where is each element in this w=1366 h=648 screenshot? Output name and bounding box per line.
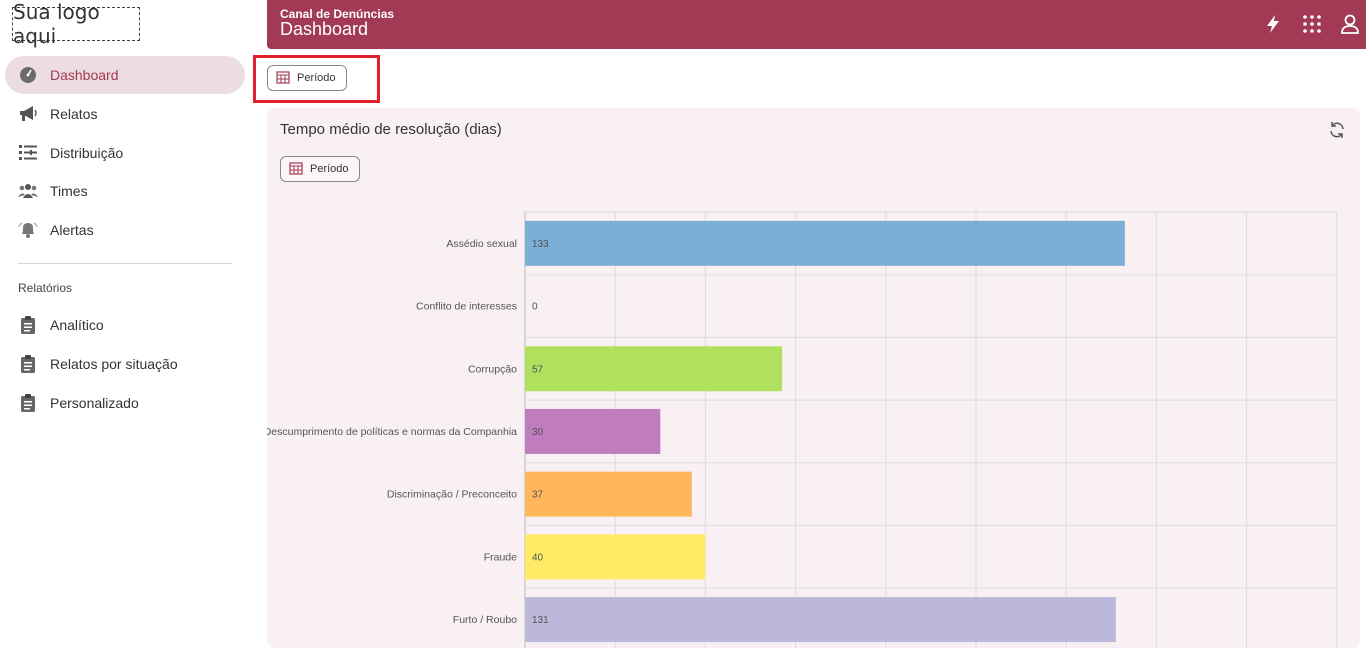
sidebar-item-label: Times <box>50 183 88 199</box>
lightning-icon[interactable] <box>1262 13 1284 35</box>
chart-card-title: Tempo médio de resolução (dias) <box>280 121 502 138</box>
app-subtitle: Canal de Denúncias <box>280 7 395 21</box>
chart-period-label: Período <box>310 163 349 175</box>
sidebar-item-label: Relatos <box>50 106 98 122</box>
calendar-icon <box>276 70 290 87</box>
bar <box>525 534 706 580</box>
sidebar-item-analitico[interactable]: Analítico <box>5 306 245 344</box>
data-label: 133 <box>532 239 549 250</box>
page-title: Dashboard <box>280 19 369 39</box>
sidebar-item-relatos[interactable]: Relatos <box>5 95 245 133</box>
sidebar-divider <box>18 263 232 264</box>
clipboard-icon <box>18 393 38 413</box>
sidebar-item-label: Dashboard <box>50 67 119 83</box>
highlight-box <box>253 55 380 103</box>
category-label: Discriminação / Preconceito <box>387 489 517 501</box>
bar <box>525 471 692 517</box>
team-icon <box>18 181 38 201</box>
chart-period-button[interactable]: Período <box>280 156 360 182</box>
sidebar-item-distribuicao[interactable]: Distribuição <box>5 134 245 172</box>
period-filter-label: Período <box>297 72 336 84</box>
clipboard-icon <box>18 315 38 335</box>
sidebar-item-label: Analítico <box>50 317 104 333</box>
data-label: 37 <box>532 490 544 501</box>
sidebar-item-label: Personalizado <box>50 395 139 411</box>
category-label: Conflito de interesses <box>416 301 517 313</box>
category-label: Descumprimento de políticas e normas da … <box>267 426 517 438</box>
category-label: Assédio sexual <box>446 238 517 250</box>
category-label: Corrupção <box>468 363 517 375</box>
top-bar: Canal de Denúncias Dashboard <box>267 0 1366 49</box>
sidebar-item-personalizado[interactable]: Personalizado <box>5 384 245 422</box>
list-settings-icon <box>18 143 38 163</box>
bar <box>525 408 661 454</box>
bar <box>525 346 783 392</box>
bar <box>525 220 1125 266</box>
data-label: 131 <box>532 615 549 626</box>
sidebar-item-label: Relatos por situação <box>50 356 178 372</box>
sidebar-item-dashboard[interactable]: Dashboard <box>5 56 245 94</box>
data-label: 40 <box>532 552 544 563</box>
category-label: Furto / Roubo <box>453 614 517 626</box>
sidebar-item-label: Alertas <box>50 222 94 238</box>
gauge-icon <box>18 65 38 85</box>
sidebar-item-relatos-por-situacao[interactable]: Relatos por situação <box>5 345 245 383</box>
clipboard-icon <box>18 354 38 374</box>
bell-icon <box>18 220 38 240</box>
logo: Sua logo aqui <box>12 0 140 48</box>
bar-chart: Assédio sexual 133 Conflito de interesses 0… <box>267 211 1338 648</box>
user-icon[interactable] <box>1339 13 1361 35</box>
bar <box>525 597 1116 643</box>
sidebar-item-times[interactable]: Times <box>5 172 245 210</box>
data-label: 0 <box>532 302 538 313</box>
apps-grid-icon[interactable] <box>1301 13 1323 35</box>
period-filter-button[interactable]: Período <box>267 65 347 91</box>
calendar-icon <box>289 161 303 178</box>
data-label: 57 <box>532 364 544 375</box>
chart-card: Tempo médio de resolução (dias) Período … <box>267 108 1360 648</box>
sidebar-item-alertas[interactable]: Alertas <box>5 211 245 249</box>
sidebar-item-label: Distribuição <box>50 145 124 161</box>
category-label: Fraude <box>484 551 517 563</box>
megaphone-icon <box>18 104 38 124</box>
refresh-icon[interactable] <box>1328 121 1346 139</box>
section-label-relatorios: Relatórios <box>18 281 73 295</box>
sidebar: Sua logo aqui Dashboard Relatos Distribu… <box>0 0 260 640</box>
data-label: 30 <box>532 427 544 438</box>
